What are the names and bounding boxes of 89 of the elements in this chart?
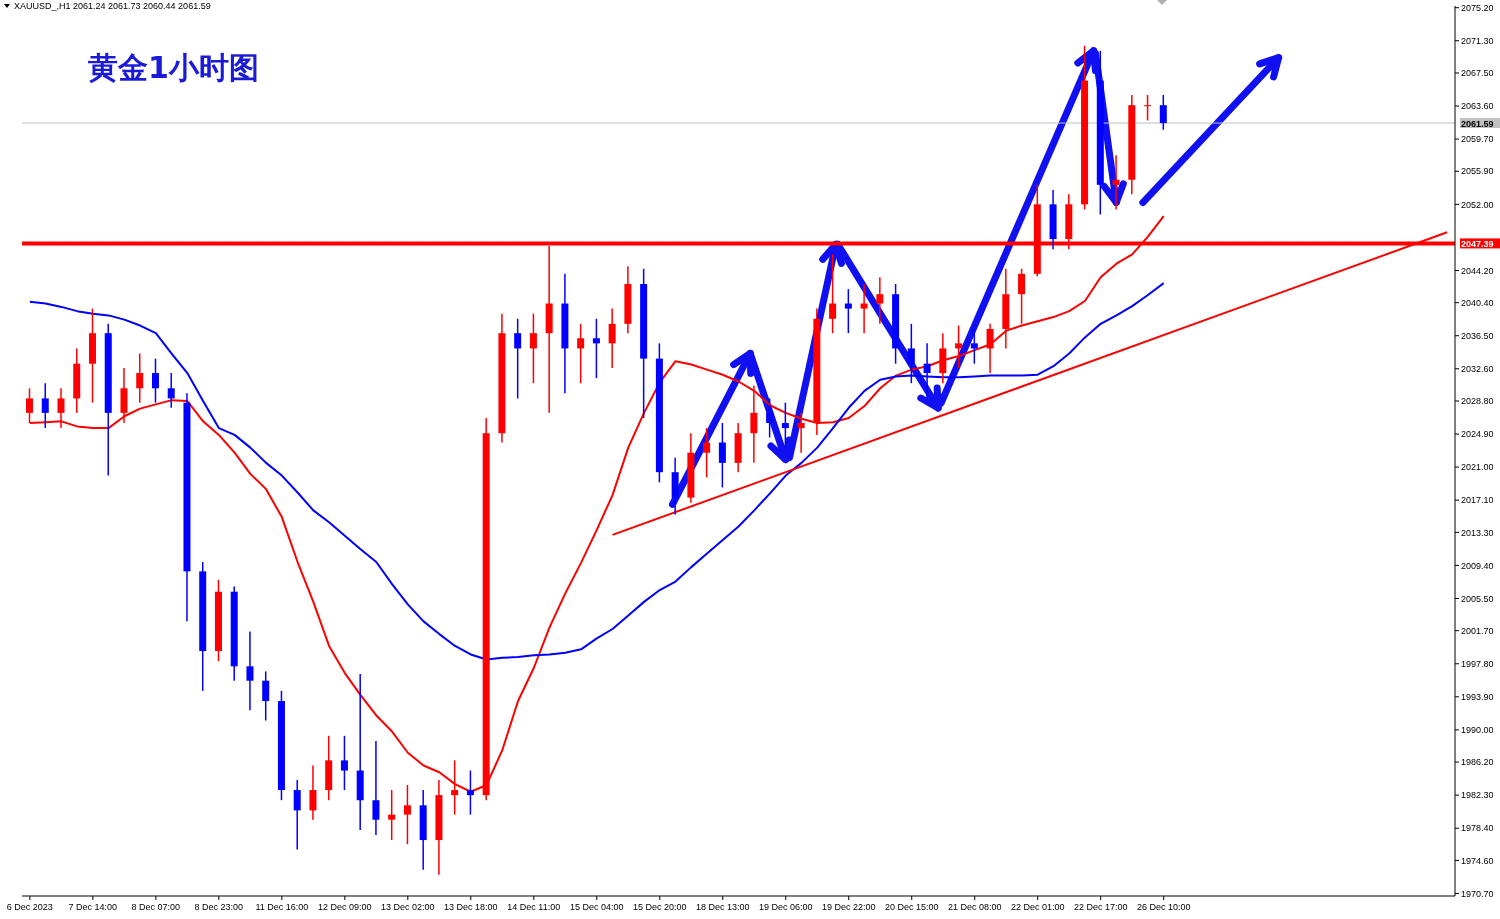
candlestick [1018,268,1026,325]
candlestick [136,352,144,404]
y-tick-label: 2071.30 [1461,35,1494,46]
candlestick [955,324,963,369]
x-tick-label: 11 Dec 16:00 [255,902,309,912]
candlestick [844,288,852,334]
x-tick-label: 13 Dec 02:00 [381,902,435,912]
candlestick [372,740,380,836]
x-tick-label: 14 Dec 11:00 [507,902,561,912]
candlestick [592,318,600,379]
candlestick [577,323,585,384]
candlestick [860,283,868,334]
y-tick-label: 2017.10 [1461,495,1494,506]
x-tick-label: 8 Dec 23:00 [194,902,244,912]
candlestick [750,384,758,464]
candlestick [167,372,175,409]
y-tick-label: 1993.90 [1461,692,1494,702]
y-tick-label: 1982.30 [1461,790,1494,801]
candlestick [970,328,978,365]
candlestick [1159,94,1167,131]
y-tick-label: 1990.00 [1461,725,1494,736]
y-tick-label: 2036.50 [1461,330,1494,341]
candlestick [766,397,774,439]
y-tick-label: 2021.00 [1461,462,1494,473]
ref-line-label: 2047.39 [1461,238,1494,249]
x-tick-label: 15 Dec 04:00 [570,902,624,912]
y-tick-label: 2032.60 [1461,363,1494,374]
x-tick-label: 6 Dec 2023 [6,902,53,912]
x-tick-label: 20 Dec 15:00 [884,902,939,912]
y-tick-label: 2052.00 [1461,199,1494,210]
y-tick-label: 1974.60 [1461,855,1494,866]
candlestick [246,630,254,712]
chart-subtitle: XAUUSD_,H1 2061.24 2061.73 2060.44 2061.59 [14,1,211,11]
y-tick-label: 2059.70 [1461,134,1494,145]
y-tick-label: 2005.50 [1461,593,1494,604]
candlestick [466,769,474,816]
x-tick-label: 15 Dec 20:00 [632,902,687,912]
candlestick [1112,154,1120,211]
candlestick [514,318,522,400]
x-tick-label: 18 Dec 13:00 [695,902,750,912]
candlestick [57,387,65,429]
x-tick-label: 19 Dec 22:00 [821,902,876,912]
candlestick [986,323,994,374]
y-tick-label: 2001.70 [1461,625,1494,636]
candlestick [829,253,837,334]
y-tick-label: 2055.90 [1461,166,1494,177]
line-series [28,282,1165,661]
candlestick [1144,94,1152,122]
candlestick [41,382,49,429]
y-tick-label: 2040.40 [1461,297,1494,308]
candlestick [309,764,317,821]
y-tick-label: 2075.20 [1461,2,1494,13]
ref-line-label: 2061.59 [1461,118,1494,129]
y-tick-label: 1986.20 [1461,757,1494,768]
y-tick-label: 2067.50 [1461,68,1494,79]
candlestick [388,789,396,841]
x-tick-label: 22 Dec 01:00 [1010,902,1065,912]
x-tick-label: 22 Dec 17:00 [1073,902,1128,912]
x-tick-label: 8 Dec 07:00 [131,902,181,912]
x-tick-label: 21 Dec 08:00 [947,902,1002,912]
y-tick-label: 1978.40 [1461,823,1494,834]
y-tick-label: 2009.40 [1461,560,1494,571]
text: 黄金1小时图 [88,49,259,87]
candlestick [293,779,301,851]
candlestick [876,276,884,325]
candlestick [923,342,931,400]
x-tick-label: 7 Dec 14:00 [68,902,118,912]
candlestick [608,307,616,369]
y-tick-label: 2028.80 [1461,396,1494,407]
candlestick [797,412,805,454]
candlestick [151,357,159,404]
x-tick-label: 13 Dec 18:00 [444,902,498,912]
candlestick [907,323,915,384]
candlestick [403,784,411,846]
x-tick-label: 19 Dec 06:00 [758,902,813,912]
y-tick-label: 1997.80 [1461,658,1494,669]
x-tick-label: 26 Dec 10:00 [1136,902,1191,912]
candlestick [262,670,270,722]
candlestick [718,422,726,489]
y-tick-label: 2013.30 [1461,527,1494,538]
y-tick-label: 2044.20 [1461,265,1494,276]
candlestick [529,312,537,384]
y-tick-label: 1970.70 [1461,888,1494,899]
candlestick [703,427,711,479]
y-tick-label: 2024.90 [1461,429,1494,440]
candlestick [340,735,348,791]
x-tick-label: 12 Dec 09:00 [318,902,372,912]
candlestick [781,401,789,449]
y-tick-label: 2063.60 [1461,101,1494,112]
